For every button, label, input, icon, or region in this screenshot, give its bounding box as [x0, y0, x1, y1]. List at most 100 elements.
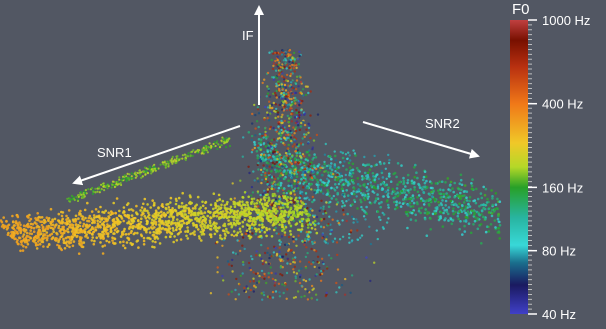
scatter-point	[206, 151, 209, 154]
scatter-point	[423, 217, 427, 221]
scatter-point	[262, 291, 265, 294]
scatter-point	[299, 211, 302, 214]
scatter-point	[316, 260, 319, 264]
scatter-point	[263, 78, 266, 81]
scatter-point	[59, 247, 62, 250]
scatter-point	[74, 214, 78, 218]
scatter-point	[498, 237, 502, 240]
colorbar-tick-label: 1000 Hz	[542, 13, 590, 28]
scatter-point	[473, 212, 477, 215]
scatter-point	[34, 241, 38, 245]
scatter-point	[333, 163, 337, 166]
scatter-point	[318, 266, 321, 269]
scatter-point	[235, 277, 238, 281]
scatter-point	[215, 229, 219, 233]
scatter-point	[289, 74, 292, 78]
scatter-point	[46, 236, 49, 240]
scatter-point	[241, 155, 244, 158]
scatter-point	[256, 156, 260, 160]
scatter-point	[293, 182, 296, 185]
scatter-point	[323, 153, 327, 156]
scatter-point	[246, 203, 250, 207]
scatter-point	[82, 222, 86, 226]
scatter-point	[232, 234, 236, 238]
scatter-point	[393, 190, 396, 193]
scatter-point	[305, 219, 309, 223]
scatter-point	[381, 182, 385, 185]
scatter-point	[142, 236, 146, 240]
scatter-point	[387, 174, 391, 178]
scatter-point	[274, 226, 277, 230]
scatter-point	[411, 205, 415, 208]
scatter-point	[66, 227, 69, 231]
scatter-point	[284, 129, 287, 133]
scatter-point	[423, 211, 427, 215]
scatter-point	[389, 180, 393, 183]
scatter-point	[478, 224, 481, 227]
scatter-point	[361, 208, 364, 211]
scatter-point	[315, 250, 318, 253]
scatter-point	[339, 175, 342, 178]
scatter-point	[386, 189, 390, 192]
scatter-point	[257, 138, 261, 141]
scatter-point	[264, 174, 267, 178]
scatter-point	[322, 192, 325, 195]
scatter-point	[267, 87, 270, 91]
scatter-point	[294, 129, 298, 133]
scatter-point	[291, 110, 294, 113]
scatter-point	[167, 165, 170, 168]
scatter-point	[398, 201, 402, 205]
scatter-point	[339, 172, 343, 175]
scatter-point	[341, 235, 345, 238]
scatter-point	[254, 208, 257, 211]
scatter-point	[267, 196, 271, 199]
scatter-point	[282, 76, 286, 79]
scatter-point	[194, 217, 197, 220]
scatter-point	[185, 234, 188, 238]
scatter-point	[263, 196, 266, 199]
scatter-point	[225, 146, 228, 149]
scatter-point	[259, 198, 263, 201]
scatter-point	[384, 167, 387, 170]
scatter-point	[247, 206, 251, 209]
scatter-point	[300, 213, 304, 217]
scatter-point	[248, 296, 251, 299]
scatter-point	[299, 168, 303, 172]
scatter-point	[445, 210, 449, 214]
scatter-point	[185, 206, 188, 210]
scatter-point	[167, 206, 171, 209]
scatter-point	[355, 166, 359, 170]
scatter-point	[323, 184, 327, 187]
scatter-point	[256, 108, 260, 111]
scatter-point	[25, 231, 29, 235]
scatter-point	[275, 82, 278, 86]
scatter-point	[151, 227, 154, 230]
scatter-point	[330, 168, 334, 172]
scatter-point	[283, 137, 287, 140]
scatter-point	[125, 241, 129, 244]
scatter-point	[296, 143, 299, 146]
scatter-point	[221, 199, 225, 203]
scatter-point	[278, 291, 281, 294]
scatter-point	[295, 238, 298, 241]
scatter-point	[140, 217, 143, 220]
scatter-point	[324, 241, 328, 244]
scatter-point	[270, 142, 273, 145]
scatter-point	[353, 192, 356, 196]
scatter-point	[127, 214, 131, 217]
scatter-point	[270, 58, 273, 62]
scatter-point	[292, 240, 295, 243]
scatter-point	[185, 204, 188, 207]
scatter-point	[59, 229, 62, 232]
scatter-point	[287, 133, 290, 136]
scatter-point	[385, 221, 389, 224]
scatter-point	[348, 236, 351, 239]
scatter-point	[264, 208, 267, 212]
scatter-point	[322, 207, 325, 211]
scatter-point	[206, 214, 209, 218]
scatter-point	[201, 227, 204, 231]
scatter-point	[478, 205, 481, 208]
scatter-point	[365, 205, 368, 209]
scatter-point	[285, 243, 289, 246]
scatter-point	[40, 223, 44, 227]
